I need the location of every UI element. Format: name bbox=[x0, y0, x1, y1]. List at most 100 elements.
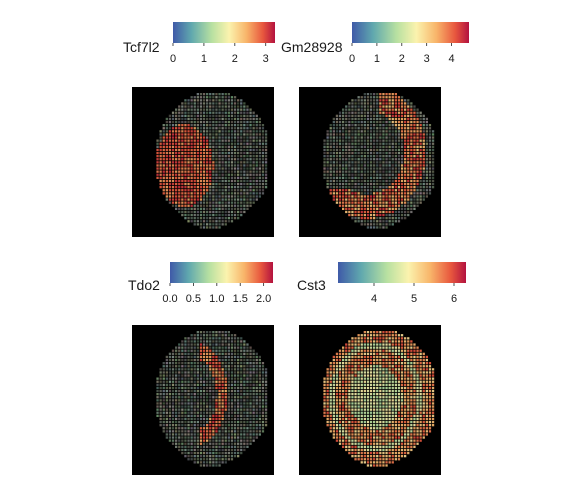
spot bbox=[252, 130, 255, 133]
spot bbox=[422, 192, 425, 195]
spot bbox=[391, 130, 394, 133]
spot bbox=[410, 340, 413, 343]
spot bbox=[187, 130, 190, 133]
spot bbox=[431, 161, 435, 164]
spot bbox=[175, 386, 178, 390]
spot bbox=[351, 427, 354, 430]
spot bbox=[416, 151, 419, 155]
spot bbox=[431, 420, 435, 424]
spot bbox=[233, 402, 237, 405]
spot bbox=[385, 346, 388, 349]
spot bbox=[196, 362, 199, 365]
spot bbox=[193, 102, 196, 105]
spot bbox=[233, 371, 237, 374]
spot bbox=[422, 405, 425, 408]
spot bbox=[199, 173, 203, 176]
spot bbox=[338, 111, 342, 114]
spot bbox=[264, 164, 268, 167]
spot bbox=[168, 417, 172, 421]
spot bbox=[212, 155, 215, 158]
spot bbox=[360, 337, 363, 340]
spot bbox=[394, 127, 397, 130]
spot bbox=[165, 389, 168, 393]
spot bbox=[221, 393, 224, 396]
spot bbox=[168, 167, 172, 170]
spot bbox=[357, 96, 360, 99]
spot bbox=[326, 420, 329, 424]
spot bbox=[366, 108, 370, 111]
spot bbox=[342, 424, 345, 427]
spot bbox=[354, 383, 357, 386]
spot bbox=[193, 148, 196, 152]
spot bbox=[394, 371, 397, 374]
spot bbox=[206, 337, 209, 340]
spot bbox=[218, 127, 221, 130]
spot bbox=[391, 420, 394, 424]
spot bbox=[366, 217, 370, 220]
spot bbox=[369, 343, 373, 346]
spot bbox=[326, 148, 329, 152]
spot bbox=[246, 198, 249, 201]
spot bbox=[190, 374, 193, 377]
spot bbox=[360, 408, 363, 411]
spot bbox=[196, 448, 199, 452]
spot bbox=[419, 124, 422, 127]
spot bbox=[202, 139, 206, 142]
spot bbox=[394, 399, 397, 402]
spot bbox=[178, 408, 181, 411]
spot bbox=[175, 204, 178, 207]
spot bbox=[212, 346, 215, 349]
spot bbox=[419, 145, 422, 148]
spot bbox=[184, 340, 187, 343]
spot bbox=[400, 362, 404, 365]
spot bbox=[175, 346, 178, 349]
spot bbox=[373, 182, 376, 186]
spot bbox=[404, 142, 407, 145]
spot bbox=[385, 176, 388, 179]
spot bbox=[162, 368, 165, 371]
spot bbox=[193, 186, 196, 189]
spot bbox=[385, 186, 388, 189]
spot bbox=[385, 411, 388, 414]
spot bbox=[391, 124, 394, 127]
spot bbox=[373, 204, 376, 207]
spot bbox=[243, 408, 246, 411]
spot bbox=[218, 380, 221, 383]
spot bbox=[230, 405, 234, 408]
spot bbox=[199, 164, 203, 167]
spot bbox=[357, 201, 360, 204]
spot bbox=[382, 355, 385, 359]
spot bbox=[373, 167, 376, 170]
spot bbox=[196, 383, 199, 386]
spot bbox=[404, 167, 407, 170]
spot bbox=[237, 201, 240, 204]
spot bbox=[227, 114, 230, 117]
spot bbox=[212, 111, 215, 114]
spot bbox=[168, 405, 172, 408]
spot bbox=[422, 417, 425, 421]
spot bbox=[261, 173, 265, 176]
spot bbox=[335, 377, 339, 380]
spot bbox=[422, 393, 425, 396]
spot bbox=[351, 365, 354, 368]
spot bbox=[202, 142, 206, 145]
spot bbox=[237, 377, 240, 380]
spot bbox=[422, 365, 425, 368]
spot bbox=[410, 117, 413, 121]
spot bbox=[264, 139, 268, 142]
spot bbox=[394, 389, 397, 393]
spot bbox=[187, 405, 190, 408]
spot bbox=[199, 195, 203, 198]
spot bbox=[338, 161, 342, 164]
spot bbox=[366, 220, 370, 223]
spot bbox=[165, 408, 168, 411]
spot bbox=[385, 124, 388, 127]
spot bbox=[354, 170, 357, 173]
spot bbox=[212, 396, 215, 399]
spot bbox=[202, 124, 206, 127]
spot bbox=[230, 402, 234, 405]
spot bbox=[178, 399, 181, 402]
spot bbox=[369, 189, 373, 192]
spot bbox=[338, 136, 342, 139]
spot bbox=[425, 148, 428, 152]
